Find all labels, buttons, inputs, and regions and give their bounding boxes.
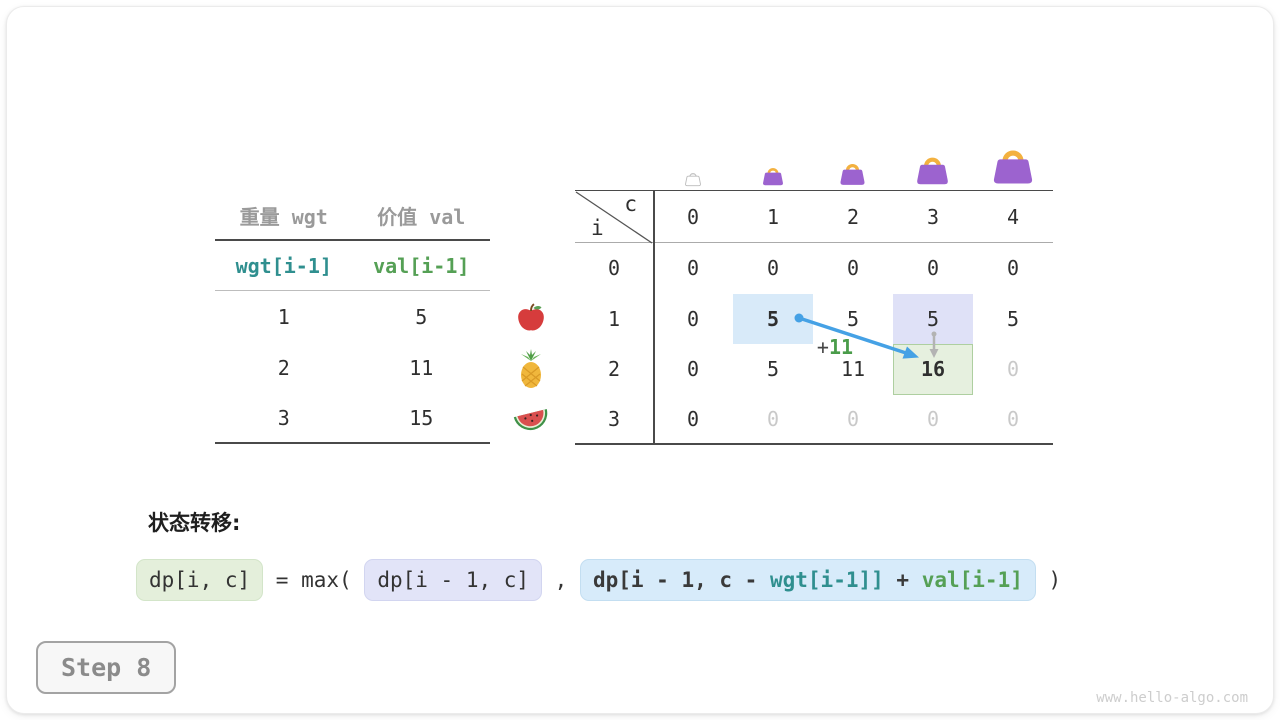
item-index-var-label: i bbox=[591, 216, 604, 240]
dp-cell-0-1: 0 bbox=[766, 256, 780, 281]
dp-cell-2-2: 11 bbox=[840, 357, 866, 382]
formula-arg2-prefix: dp[i - 1, c - bbox=[592, 568, 770, 592]
formula-close-paren: ) bbox=[1035, 568, 1062, 592]
item-1-value: 5 bbox=[415, 304, 428, 329]
formula-arg2-chip: dp[i - 1, c - wgt[i-1]] + val[i-1] bbox=[579, 559, 1036, 601]
dp-table-vertical-divider bbox=[653, 190, 655, 444]
dp-cell-3-3: 0 bbox=[926, 406, 940, 431]
dp-cell-0-4: 0 bbox=[1006, 256, 1020, 281]
dp-cell-3-1: 0 bbox=[766, 406, 780, 431]
items-table-var-row: wgt[i-1] val[i-1] bbox=[215, 241, 490, 291]
dp-cell-0-0: 0 bbox=[686, 256, 700, 281]
bag-xs-icon bbox=[761, 163, 785, 187]
dp-cell-2-4: 0 bbox=[1006, 357, 1020, 382]
dp-cell-2-1: 5 bbox=[766, 357, 780, 382]
dp-col-header-3: 3 bbox=[926, 204, 940, 229]
transition-formula: dp[i, c] = max( dp[i - 1, c] , dp[i - 1,… bbox=[136, 559, 1061, 601]
weight-column-header: 重量 wgt bbox=[239, 205, 328, 229]
item-3-value: 15 bbox=[409, 405, 434, 430]
bag-md-icon bbox=[914, 150, 951, 187]
formula-arg2-val: val[i-1] bbox=[921, 568, 1023, 592]
value-column-header: 价值 val bbox=[377, 205, 466, 229]
val-var-label: val[i-1] bbox=[373, 253, 470, 278]
item-1-weight: 1 bbox=[277, 304, 290, 329]
dp-row-3: 3 0 0 0 0 0 bbox=[575, 395, 1053, 445]
dp-cell-1-0: 0 bbox=[686, 306, 700, 331]
formula-comma: , bbox=[542, 568, 580, 592]
dp-cell-2-0: 0 bbox=[686, 357, 700, 382]
empty-bag-icon bbox=[684, 169, 702, 187]
pineapple-icon bbox=[512, 348, 550, 390]
dp-col-header-4: 4 bbox=[1006, 204, 1020, 229]
dp-cell-1-3: 5 bbox=[893, 293, 973, 344]
formula-arg1-chip: dp[i - 1, c] bbox=[364, 559, 543, 601]
items-table: 重量 wgt 价值 val wgt[i-1] val[i-1] 1 5 2 11… bbox=[215, 192, 490, 444]
dp-cell-0-2: 0 bbox=[846, 256, 860, 281]
dp-cell-1-4: 5 bbox=[1006, 306, 1020, 331]
items-table-header: 重量 wgt 价值 val bbox=[215, 192, 490, 241]
wgt-var-label: wgt[i-1] bbox=[235, 253, 332, 278]
item-2-value: 11 bbox=[409, 355, 434, 380]
item-row-3: 3 15 bbox=[215, 393, 490, 444]
formula-arg2-wgt: wgt[i-1]] bbox=[769, 568, 884, 592]
plus-sign: + bbox=[816, 335, 829, 359]
bag-sm-icon bbox=[838, 158, 867, 187]
step-badge: Step 8 bbox=[36, 641, 177, 694]
dp-col-header-1: 1 bbox=[766, 204, 780, 229]
dp-row-label-3: 3 bbox=[607, 406, 621, 431]
dp-cell-3-0: 0 bbox=[686, 406, 700, 431]
formula-lhs-chip: dp[i, c] bbox=[136, 559, 264, 601]
dp-row-label-0: 0 bbox=[607, 256, 621, 281]
item-3-weight: 3 bbox=[277, 405, 290, 430]
dp-col-header-2: 2 bbox=[846, 204, 860, 229]
dp-col-header-0: 0 bbox=[686, 204, 700, 229]
bag-lg-icon bbox=[990, 141, 1036, 187]
dp-table: c i 0 1 2 3 4 0 0 0 0 0 0 1 0 5 5 5 5 2 … bbox=[575, 190, 1053, 445]
dp-row-0: 0 0 0 0 0 0 bbox=[575, 243, 1053, 294]
dp-cell-3-4: 0 bbox=[1006, 406, 1020, 431]
formula-arg2-plus: + bbox=[883, 568, 922, 592]
dp-row-label-1: 1 bbox=[607, 306, 621, 331]
dp-cell-2-3: 16 bbox=[893, 344, 973, 395]
watermelon-icon bbox=[512, 404, 550, 434]
formula-eq-max: = max( bbox=[263, 568, 365, 592]
dp-row-label-2: 2 bbox=[607, 357, 621, 382]
dp-cell-3-2: 0 bbox=[846, 406, 860, 431]
item-row-1: 1 5 bbox=[215, 291, 490, 342]
transition-section-label: 状态转移: bbox=[148, 511, 241, 535]
dp-corner-cell: c i bbox=[575, 191, 653, 244]
apple-icon bbox=[512, 302, 550, 334]
added-value: 11 bbox=[828, 335, 854, 359]
site-watermark: www.hello-algo.com bbox=[1096, 690, 1248, 706]
item-row-2: 2 11 bbox=[215, 342, 490, 393]
dp-table-header-row: c i 0 1 2 3 4 bbox=[575, 190, 1053, 244]
capacity-var-label: c bbox=[624, 192, 637, 216]
dp-cell-0-3: 0 bbox=[926, 256, 940, 281]
item-2-weight: 2 bbox=[277, 355, 290, 380]
plus-value-annotation: +11 bbox=[800, 335, 870, 359]
